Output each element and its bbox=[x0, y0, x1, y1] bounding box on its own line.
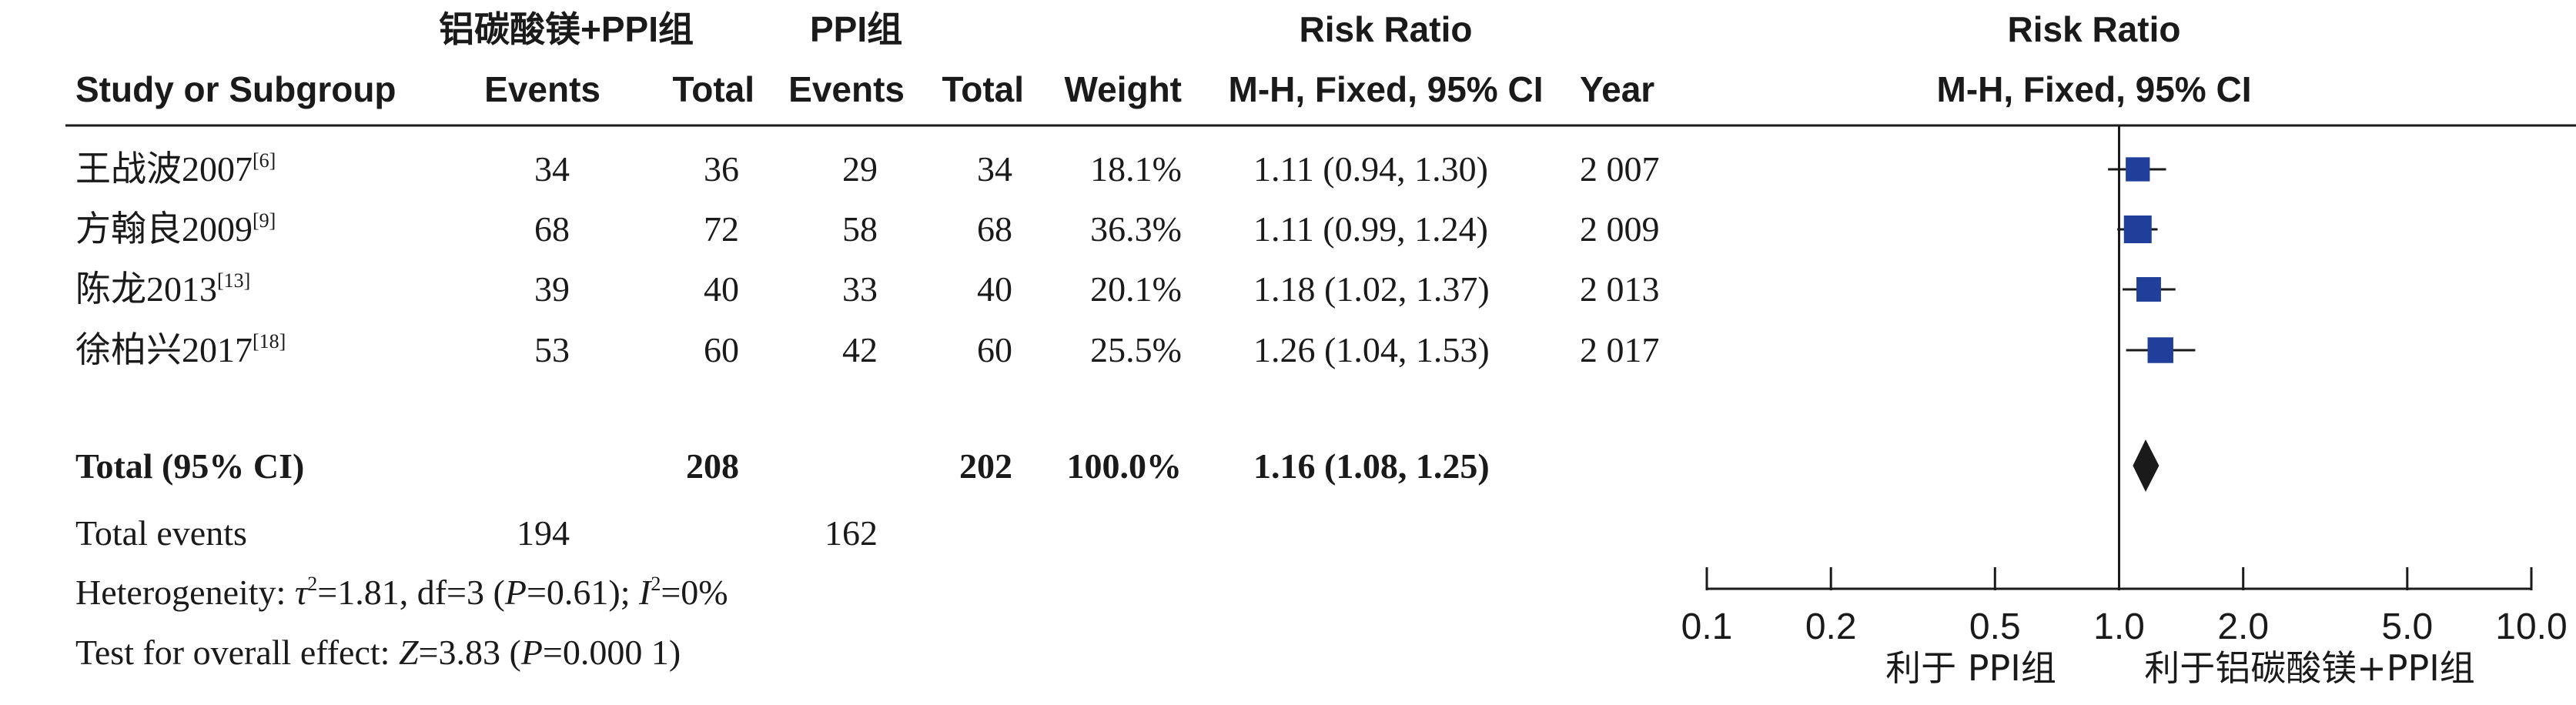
x-tick-label: 10.0 bbox=[2495, 606, 2568, 647]
plot-header-title: Risk Ratio bbox=[2007, 9, 2181, 49]
study-reference: [18] bbox=[253, 330, 286, 352]
events1-cell: 53 bbox=[534, 330, 570, 369]
favours-left-label: 利于 PPI组 bbox=[1885, 647, 2056, 689]
study-column-header: Study or Subgroup bbox=[75, 69, 396, 109]
total-events-1: 194 bbox=[517, 513, 570, 553]
events2-cell: 29 bbox=[842, 149, 878, 189]
total2-cell: 34 bbox=[977, 149, 1012, 189]
year-cell: 2 007 bbox=[1580, 149, 1660, 189]
ci-cell: 1.26 (1.04, 1.53) bbox=[1253, 330, 1490, 369]
x-tick-label: 0.5 bbox=[1969, 606, 2021, 647]
weight-cell: 18.1% bbox=[1090, 149, 1182, 189]
total-events-2: 162 bbox=[825, 513, 878, 553]
study-name: 方翰良2009[9] bbox=[75, 208, 276, 251]
year-cell: 2 013 bbox=[1580, 269, 1660, 309]
study-reference: [13] bbox=[217, 269, 251, 292]
x-tick-label: 0.2 bbox=[1805, 606, 1857, 647]
total1-cell: 72 bbox=[704, 209, 739, 249]
study-name: 王战波2007[6] bbox=[75, 148, 276, 191]
year-cell: 2 017 bbox=[1580, 330, 1660, 369]
study-name: 陈龙2013[13] bbox=[75, 268, 250, 311]
events1-cell: 68 bbox=[534, 209, 570, 249]
ci-cell: 1.11 (0.94, 1.30) bbox=[1253, 149, 1488, 189]
total-n2: 202 bbox=[959, 446, 1012, 486]
x-tick-label: 2.0 bbox=[2217, 606, 2270, 647]
total1-cell: 36 bbox=[704, 149, 739, 189]
overall-effect-text: Test for overall effect: Z=3.83 (P=0.000… bbox=[75, 633, 681, 672]
effect-marker bbox=[2136, 277, 2161, 302]
total1-cell: 60 bbox=[704, 330, 739, 369]
x-tick-label: 0.1 bbox=[1681, 606, 1733, 647]
group2-header: PPI组 bbox=[810, 9, 903, 49]
ci-cell: 1.11 (0.99, 1.24) bbox=[1253, 209, 1488, 249]
events2-cell: 33 bbox=[842, 269, 878, 309]
events2-cell: 42 bbox=[842, 330, 878, 369]
total2-header: Total bbox=[942, 69, 1024, 109]
effect-marker bbox=[2126, 157, 2150, 182]
study-label: 王战波2007 bbox=[75, 149, 253, 189]
events2-cell: 58 bbox=[842, 209, 878, 249]
weight-header: Weight bbox=[1064, 69, 1182, 109]
year-cell: 2 009 bbox=[1580, 209, 1660, 249]
x-tick-label: 5.0 bbox=[2381, 606, 2434, 647]
total-weight: 100.0% bbox=[1066, 446, 1183, 486]
total1-header: Total bbox=[672, 69, 754, 109]
total-events-label: Total events bbox=[75, 513, 247, 553]
rr-header-title: Risk Ratio bbox=[1299, 9, 1473, 49]
total2-cell: 60 bbox=[977, 330, 1012, 369]
total-n1: 208 bbox=[686, 446, 739, 486]
effect-marker bbox=[2123, 216, 2152, 243]
weight-cell: 25.5% bbox=[1090, 330, 1182, 369]
study-reference: [9] bbox=[253, 209, 276, 232]
events1-header: Events bbox=[484, 69, 601, 109]
weight-cell: 36.3% bbox=[1090, 209, 1182, 249]
favours-right-label: 利于铝碳酸镁+PPI组 bbox=[2144, 647, 2475, 689]
study-label: 陈龙2013 bbox=[75, 269, 217, 309]
study-label: 方翰良2009 bbox=[75, 209, 253, 249]
rr-method-header: M-H, Fixed, 95% CI bbox=[1228, 69, 1544, 109]
events2-header: Events bbox=[788, 69, 905, 109]
weight-cell: 20.1% bbox=[1090, 269, 1182, 309]
effect-marker bbox=[2147, 337, 2173, 363]
x-tick-label: 1.0 bbox=[2093, 606, 2145, 647]
total2-cell: 40 bbox=[977, 269, 1012, 309]
study-reference: [6] bbox=[253, 149, 276, 172]
total2-cell: 68 bbox=[977, 209, 1012, 249]
ci-cell: 1.18 (1.02, 1.37) bbox=[1253, 269, 1490, 309]
total1-cell: 40 bbox=[704, 269, 739, 309]
study-name: 徐柏兴2017[18] bbox=[75, 329, 286, 372]
pooled-effect-diamond bbox=[2133, 439, 2159, 492]
total-ci: 1.16 (1.08, 1.25) bbox=[1253, 446, 1490, 486]
heterogeneity-text: Heterogeneity: τ2=1.81, df=3 (P=0.61); I… bbox=[75, 573, 728, 612]
study-label: 徐柏兴2017 bbox=[75, 330, 253, 369]
year-header: Year bbox=[1580, 69, 1655, 109]
group1-header: 铝碳酸镁+PPI组 bbox=[439, 9, 694, 49]
events1-cell: 34 bbox=[534, 149, 570, 189]
plot-method-header: M-H, Fixed, 95% CI bbox=[1936, 69, 2252, 109]
total-label: Total (95% CI) bbox=[75, 446, 305, 486]
events1-cell: 39 bbox=[534, 269, 570, 309]
